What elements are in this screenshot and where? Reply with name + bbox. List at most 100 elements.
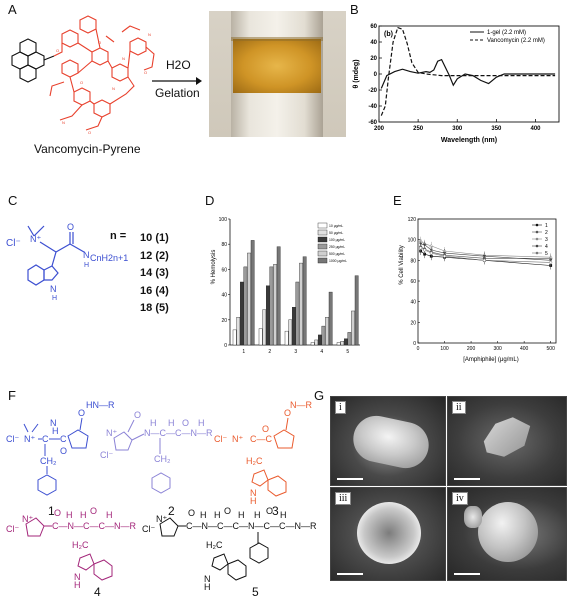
n-prefix: n =	[110, 230, 127, 242]
y-tick-label: 20	[410, 320, 416, 326]
svg-text:N⁺: N⁺	[24, 434, 35, 444]
svg-text:O: O	[284, 408, 291, 418]
x-tick-label: 400	[531, 126, 542, 132]
svg-text:Cl⁻: Cl⁻	[6, 434, 19, 444]
svg-text:C—C: C—C	[250, 434, 272, 444]
x-tick-label: 300	[493, 346, 502, 352]
legend-label: 4	[545, 244, 548, 250]
svg-text:O: O	[182, 418, 189, 428]
legend-swatch	[317, 222, 328, 229]
svg-text:O: O	[88, 130, 91, 135]
x-tick-label: 300	[452, 126, 463, 132]
x-tick-label: 200	[374, 126, 385, 132]
y-tick-label: 40	[410, 300, 416, 306]
svg-text:H: H	[238, 510, 245, 520]
bar	[266, 285, 270, 346]
data-point	[549, 260, 553, 264]
svg-text:HN—R: HN—R	[86, 400, 115, 410]
data-point	[419, 246, 423, 250]
x-tick-label: 0	[417, 346, 420, 352]
cd-spectrum-chart: 200 250 300 350 400 -60 -40 -20 0 20 40 60 (b) Wave…	[353, 24, 560, 144]
series-line-2	[380, 26, 556, 116]
bar	[258, 328, 263, 346]
bar	[247, 252, 251, 346]
chart-b-ylabel: θ (mdeg)	[353, 59, 360, 88]
svg-text:N⁺: N⁺	[22, 514, 33, 524]
svg-text:H: H	[214, 510, 221, 520]
compound-number-3: 3	[272, 504, 279, 518]
svg-text:O: O	[134, 410, 141, 420]
bar	[273, 264, 277, 346]
svg-text:H: H	[200, 510, 207, 520]
chain-row: 14 (3)	[140, 267, 169, 279]
chart-e-xlabel: [Amphiphile] (μg/mL)	[463, 357, 518, 363]
chain-row: 10 (1)	[140, 232, 169, 244]
series-line-1	[380, 58, 556, 89]
y-tick-label: 40	[221, 293, 227, 299]
svg-text:O: O	[224, 506, 231, 516]
bar	[343, 338, 348, 346]
svg-text:Cl⁻: Cl⁻	[142, 524, 155, 534]
svg-text:O: O	[80, 80, 83, 85]
scale-bar	[337, 478, 363, 480]
svg-text:CH₂: CH₂	[154, 454, 171, 464]
bar	[340, 341, 345, 346]
x-tick-label: 350	[491, 126, 502, 132]
gel-region	[233, 39, 321, 93]
legend-label: 50 μg/mL	[329, 231, 343, 235]
sem-image-ii: ii	[447, 396, 567, 486]
x-tick-label: 5	[346, 349, 349, 355]
scale-bar	[337, 573, 363, 575]
compound-1-structure: Cl⁻ N⁺ C C HN O O HN—R CH₂	[6, 400, 115, 496]
bar	[295, 281, 300, 346]
y-tick-label: 20	[370, 56, 377, 62]
bar	[262, 309, 267, 346]
svg-text:N: N	[62, 120, 65, 125]
pyrene-ring	[11, 38, 55, 83]
y-tick-label: 60	[221, 267, 227, 273]
x-tick-label: 3	[294, 349, 297, 355]
legend-swatch	[317, 229, 328, 236]
subpanel-label-ii: ii	[452, 401, 466, 414]
svg-text:H: H	[52, 295, 57, 302]
svg-text:Cl⁻: Cl⁻	[6, 524, 19, 534]
chart-b-legend: 1-gel (2.2 mM) Vancomycin (2.2 mM)	[470, 30, 545, 44]
sem-debris	[464, 506, 482, 528]
bar	[328, 291, 333, 346]
data-point	[429, 251, 433, 255]
legend-label: 250 μg/mL	[329, 245, 345, 249]
svg-text:N: N	[122, 56, 125, 61]
bar	[351, 310, 355, 346]
svg-text:Cl⁻: Cl⁻	[214, 434, 227, 444]
bar	[250, 240, 255, 346]
svg-text:N: N	[74, 572, 81, 582]
subpanel-label-iv: iv	[452, 492, 468, 505]
bar	[347, 332, 352, 346]
svg-text:N—R: N—R	[290, 400, 312, 410]
panel-label-g: G	[314, 388, 325, 403]
sem-image-i: i	[330, 396, 446, 486]
svg-text:N⁺: N⁺	[156, 514, 167, 524]
bar	[299, 262, 303, 346]
hemolysis-bar-chart: 0 20 40 60 80 100 1 2 3 4 5 10 μg/mL 50 μg/mL 100 μ…	[211, 217, 360, 355]
legend-label: 500 μg/mL	[329, 252, 345, 256]
bar	[291, 306, 296, 346]
subpanel-label-i: i	[335, 401, 346, 414]
svg-text:H₂C: H₂C	[246, 456, 263, 466]
bar	[269, 266, 274, 346]
indole-amphiphile-structure: N⁺ O N NH H Cl⁻	[6, 222, 90, 302]
svg-text:C—N—C—C—N—C—C—N—R: C—N—C—C—N—C—C—N—R	[186, 521, 317, 531]
svg-text:H₂C: H₂C	[72, 540, 89, 550]
legend-series-2: Vancomycin (2.2 mM)	[487, 38, 545, 44]
vancomycin-core	[49, 15, 155, 131]
legend-marker	[535, 230, 539, 234]
sem-particle	[349, 411, 433, 473]
svg-text:H: H	[80, 510, 87, 520]
legend-series-1: 1-gel (2.2 mM)	[487, 30, 526, 36]
x-tick-label: 400	[520, 346, 529, 352]
scale-bar	[454, 478, 480, 480]
svg-text:N: N	[204, 574, 211, 584]
panel-label-f: F	[8, 388, 16, 403]
